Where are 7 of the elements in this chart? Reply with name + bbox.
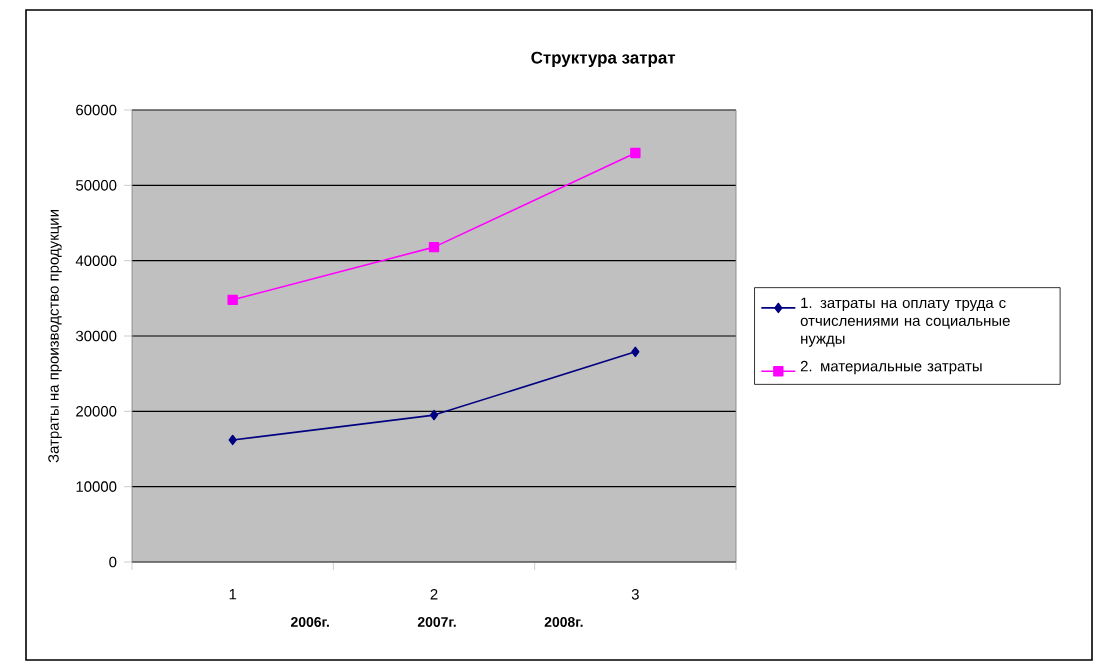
point xyxy=(429,409,439,421)
point xyxy=(630,147,641,159)
point xyxy=(631,346,640,358)
point xyxy=(228,434,237,446)
point xyxy=(428,241,440,253)
point xyxy=(227,294,238,306)
chart-title: Структура затрат xyxy=(531,51,676,67)
